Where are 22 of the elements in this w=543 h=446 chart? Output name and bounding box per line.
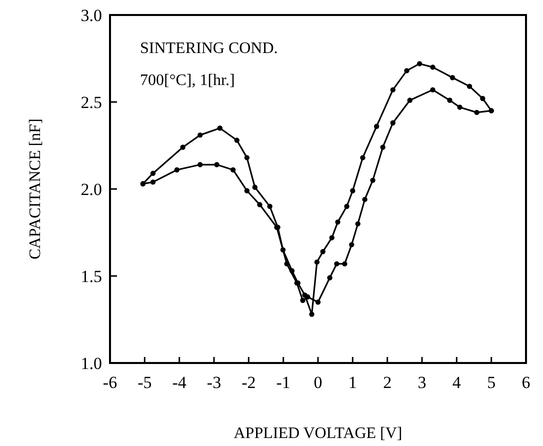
x-tick-label: -2	[242, 373, 256, 392]
x-tick-label: -5	[138, 373, 152, 392]
x-tick-label: 0	[314, 373, 322, 392]
y-axis-title: CAPACITANCE [nF]	[27, 118, 44, 260]
x-tick-label: 5	[487, 373, 496, 392]
y-tick-label: 2.5	[80, 93, 102, 112]
x-tick-label: -4	[172, 373, 187, 392]
x-tick-label: 4	[452, 373, 462, 392]
x-tick-label: 1	[348, 373, 357, 392]
x-tick-label: 3	[418, 373, 426, 392]
y-tick-label: 2.0	[80, 180, 102, 199]
annotation: 700[°C], 1[hr.]	[140, 72, 235, 89]
x-tick-label: -6	[102, 373, 118, 392]
annotation: SINTERING COND.	[140, 40, 278, 57]
x-tick-label: -3	[206, 373, 222, 392]
x-tick-label: -1	[276, 373, 290, 392]
x-axis-title: APPLIED VOLTAGE [V]	[234, 425, 402, 442]
y-tick-label: 1.5	[80, 267, 102, 286]
y-tick-label: 3.0	[80, 6, 102, 25]
x-tick-label: 2	[383, 373, 392, 392]
x-tick-label: 6	[522, 373, 530, 392]
y-tick-label: 1.0	[80, 354, 102, 373]
